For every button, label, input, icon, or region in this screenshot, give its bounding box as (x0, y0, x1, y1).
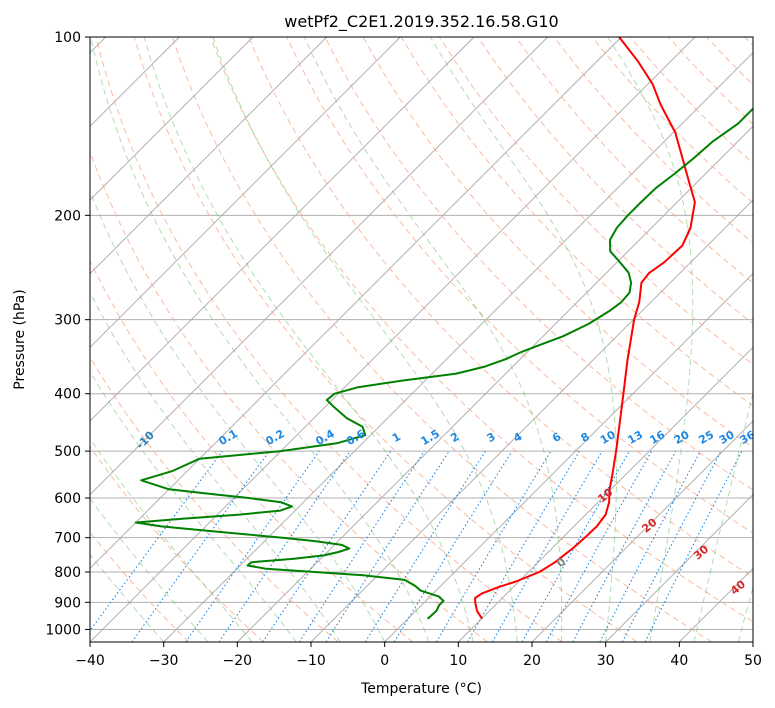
mixing-ratio-line (325, 450, 450, 642)
mixing-ratio-line (572, 450, 677, 642)
moist-adiabat (212, 37, 518, 642)
x-tick-label: −10 (296, 653, 326, 669)
isotherm (90, 37, 254, 201)
isotherm (531, 420, 753, 642)
isotherm (605, 494, 753, 642)
y-tick-label: 1000 (45, 622, 81, 638)
moist-adiabat (143, 37, 474, 642)
dry-adiabats (90, 37, 753, 642)
isotherm (90, 37, 401, 348)
y-axis-label: Pressure (hPa) (12, 289, 28, 389)
mixing-ratio-line (545, 450, 653, 642)
plot-background (90, 37, 753, 642)
isotherm (752, 641, 753, 642)
moist-adiabat (90, 370, 297, 642)
pressure-gridlines (90, 36, 753, 630)
temperature-profile-line (474, 37, 696, 620)
isotherm (90, 37, 696, 642)
isotherm (90, 37, 327, 275)
moist-adiabat (693, 390, 753, 642)
dry-adiabat (95, 37, 563, 642)
dry-adiabat-label: -30 (0, 368, 4, 391)
mixing-ratio-line (521, 450, 630, 642)
y-tick-label: 200 (54, 208, 81, 224)
y-tick-label: 100 (54, 30, 81, 46)
moist-adiabat (90, 291, 341, 642)
x-tick-label: 40 (670, 653, 688, 669)
dry-adiabat (515, 37, 753, 284)
y-tick-label: 900 (54, 595, 81, 611)
mixing-ratio-lines (90, 450, 743, 642)
y-tick-label: 700 (54, 531, 81, 547)
dewpoint-profile-line (134, 107, 753, 620)
x-tick-label: 20 (523, 653, 541, 669)
moist-adiabat (90, 497, 209, 642)
moist-adiabat (90, 37, 430, 642)
moist-adiabat (90, 437, 253, 642)
dry-adiabat (90, 259, 414, 642)
y-tick-label: 600 (54, 491, 81, 507)
mixing-ratio-line (90, 450, 223, 632)
dry-adiabat (133, 37, 638, 642)
x-axis-label: Temperature (°C) (360, 681, 482, 697)
dry-adiabat (210, 37, 753, 623)
dry-adiabat-label: -20 (56, 400, 79, 423)
plot-frame (89, 36, 754, 643)
x-tick-label: 10 (449, 653, 467, 669)
mixing-ratio-line (131, 450, 270, 642)
isotherm (90, 37, 475, 422)
y-tick-label: 800 (54, 565, 81, 581)
x-tick-label: −20 (223, 653, 253, 669)
mixing-ratio-label: 36 (738, 428, 758, 447)
mixing-ratio-line (218, 450, 351, 642)
isotherm (237, 125, 753, 642)
y-tick-label: 300 (54, 313, 81, 329)
y-tick-label: 400 (54, 387, 81, 403)
moist-adiabat (303, 37, 563, 642)
dry-adiabat (286, 37, 753, 534)
dry-adiabat (90, 445, 264, 642)
isotherm (384, 273, 753, 642)
moist-adiabat (737, 585, 753, 642)
isotherm (163, 52, 753, 642)
chart-title: wetPf2_C2E1.2019.352.16.58.G10 (284, 12, 558, 32)
moist-adiabats (90, 37, 753, 642)
x-tick-label: −40 (75, 653, 105, 669)
moist-adiabat (607, 37, 694, 642)
mixing-ratio-line (298, 450, 425, 642)
y-tick-label: 500 (54, 444, 81, 460)
mixing-ratio-line (644, 450, 743, 642)
axis-ticks: −40 −30 −20 −10 0 10 20 30 40 50 100 200 300 400 500 60… (45, 30, 762, 669)
mixing-ratio-line (185, 450, 320, 642)
moist-adiabat (90, 553, 165, 642)
mixing-ratio-line (262, 450, 392, 642)
moist-adiabat (90, 189, 386, 642)
x-tick-label: 30 (597, 653, 615, 669)
x-tick-label: 50 (744, 653, 762, 669)
moist-adiabat (430, 37, 617, 642)
plot-area: 0.10.20.40.611.52346810131620253036-100-… (0, 37, 758, 642)
dry-adiabat (90, 356, 339, 642)
x-tick-label: −30 (149, 653, 179, 669)
dry-adiabat (171, 37, 712, 642)
x-tick-label: 0 (380, 653, 389, 669)
isotherm (90, 37, 622, 569)
data-series (134, 37, 753, 620)
isotherm (90, 37, 548, 496)
mixing-ratio-line (393, 450, 513, 642)
dry-adiabat (248, 37, 753, 578)
dry-adiabat (324, 37, 753, 491)
